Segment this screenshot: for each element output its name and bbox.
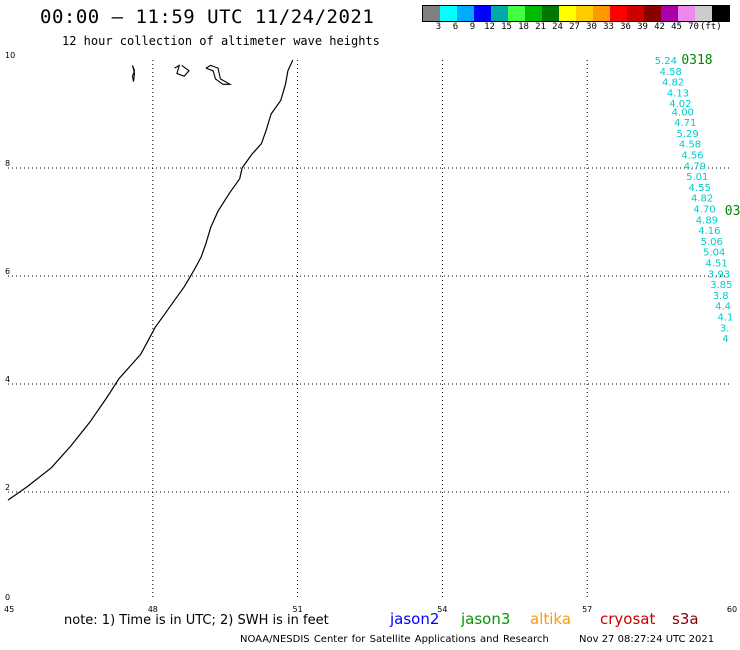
satellite-label-altika: altika	[530, 610, 572, 628]
wave-height-value: 3.85	[710, 280, 732, 291]
x-tick-label: 45	[4, 605, 14, 614]
satellite-label-s3a: s3a	[672, 610, 699, 628]
legend-swatch	[423, 6, 440, 21]
legend-unit: (ft)	[700, 22, 722, 32]
wave-height-value: 3.93	[708, 269, 730, 280]
wave-height-value: 5.04	[703, 248, 725, 259]
wave-height-value: 4.58	[660, 67, 682, 78]
island-outline	[131, 65, 136, 82]
legend-swatch	[661, 6, 678, 21]
legend-label: 36	[620, 22, 631, 32]
legend-label: 12	[484, 22, 495, 32]
wave-height-value: 5.24	[655, 56, 677, 67]
wave-height-value: 4	[722, 334, 728, 345]
legend-swatch	[695, 6, 712, 21]
footer-note: note: 1) Time is in UTC; 2) SWH is in fe…	[64, 613, 329, 628]
wave-height-value: 4.79	[684, 161, 706, 172]
legend-swatch	[678, 6, 695, 21]
legend-swatch	[712, 6, 729, 21]
legend-swatch	[593, 6, 610, 21]
legend-swatch	[508, 6, 525, 21]
legend-label: 18	[518, 22, 529, 32]
color-legend-labels: (ft) 3 6 9 12 15 18 21 24 27 30 33 36 39 42 45 70	[422, 22, 740, 34]
legend-label: 70	[688, 22, 699, 32]
wave-height-value: 4.02	[669, 99, 691, 110]
legend-label: 21	[535, 22, 546, 32]
wave-height-value: 5.06	[701, 237, 723, 248]
x-tick-label: 60	[727, 605, 737, 614]
legend-label: 33	[603, 22, 614, 32]
legend-label: 6	[452, 22, 459, 32]
legend-swatch	[440, 6, 457, 21]
coastline	[7, 59, 294, 501]
legend-label: 3	[435, 22, 442, 32]
wave-height-value: 4.16	[698, 226, 720, 237]
x-tick-label: 51	[293, 605, 303, 614]
legend-swatch	[542, 6, 559, 21]
x-tick-label: 48	[148, 605, 158, 614]
y-tick-label: 4	[5, 375, 10, 384]
legend-swatch	[610, 6, 627, 21]
x-tick-label: 54	[437, 605, 447, 614]
legend-swatch	[559, 6, 576, 21]
legend-swatch	[491, 6, 508, 21]
generated-timestamp: Nov 27 08:27:24 UTC 2021	[579, 634, 715, 645]
island-outline	[174, 64, 190, 77]
wave-height-value: 4.71	[674, 118, 696, 129]
legend-label: 45	[671, 22, 682, 32]
wave-height-value: 4.1	[718, 313, 734, 324]
legend-label: 30	[586, 22, 597, 32]
wave-height-value: 4.00	[672, 107, 694, 118]
credit-text: NOAA/NESDIS Center for Satellite Applica…	[240, 634, 549, 645]
legend-label: 24	[552, 22, 563, 32]
legend-label: 42	[654, 22, 665, 32]
wave-height-value: 4.82	[691, 194, 713, 205]
wave-height-value: 4.56	[681, 151, 703, 162]
legend-label: 15	[501, 22, 512, 32]
page-title: 00:00 – 11:59 UTC 11/24/2021	[40, 6, 375, 28]
wave-height-value: 3.	[720, 323, 730, 334]
wave-height-value: 4.58	[679, 140, 701, 151]
y-tick-label: 0	[5, 593, 10, 602]
color-legend	[422, 5, 730, 22]
wave-height-value: 5.01	[686, 172, 708, 183]
wave-height-value: 4.51	[705, 259, 727, 270]
satellite-label-jason2: jason2	[390, 610, 440, 628]
wave-height-value: 4.13	[667, 88, 689, 99]
legend-swatch	[525, 6, 542, 21]
wave-height-value: 4.89	[696, 215, 718, 226]
y-tick-label: 6	[5, 267, 10, 276]
pass-time-label: 03	[725, 204, 740, 219]
legend-swatch	[576, 6, 593, 21]
x-tick-label: 57	[582, 605, 592, 614]
legend-label: 9	[469, 22, 476, 32]
pass-time-label: 0318	[681, 53, 712, 68]
wave-height-value: 4.4	[715, 302, 731, 313]
wave-height-value: 3.8	[713, 291, 729, 302]
wave-height-value: 4.55	[689, 183, 711, 194]
y-tick-label: 8	[5, 159, 10, 168]
y-tick-label: 10	[5, 51, 15, 60]
island-outline	[205, 64, 233, 85]
wave-height-value: 4.70	[693, 205, 715, 216]
satellite-label-cryosat: cryosat	[600, 610, 656, 628]
y-tick-label: 2	[5, 483, 10, 492]
legend-swatch	[457, 6, 474, 21]
satellite-label-jason3: jason3	[461, 610, 511, 628]
legend-swatch	[644, 6, 661, 21]
legend-label: 27	[569, 22, 580, 32]
page-subtitle: 12 hour collection of altimeter wave hei…	[62, 34, 380, 48]
legend-swatch	[627, 6, 644, 21]
wave-height-value: 5.29	[676, 129, 698, 140]
legend-label: 39	[637, 22, 648, 32]
legend-swatch	[474, 6, 491, 21]
wave-height-value: 4.82	[662, 78, 684, 89]
